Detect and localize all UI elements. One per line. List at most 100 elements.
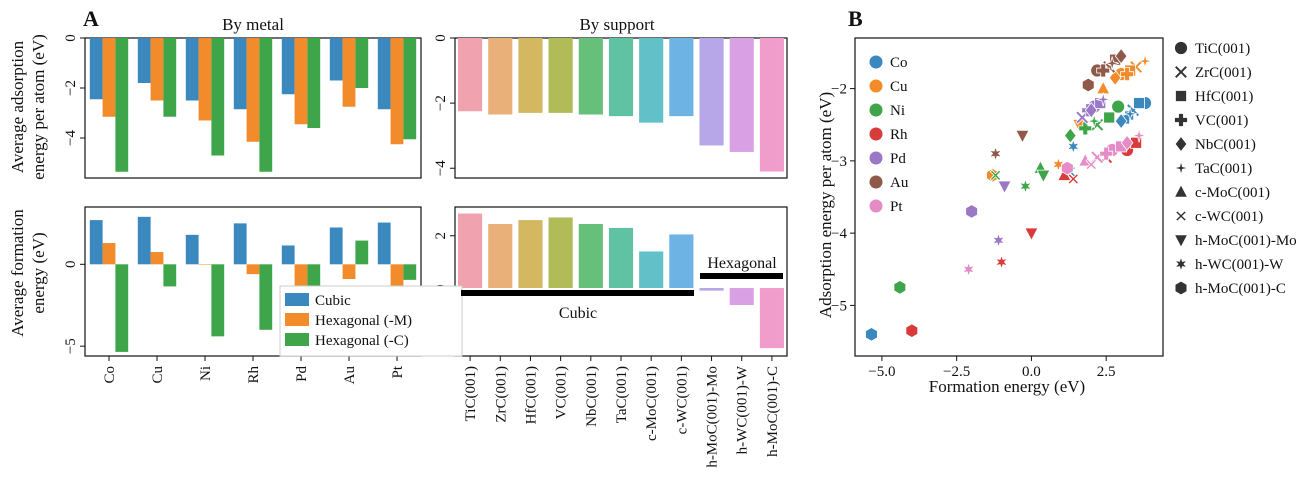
scatter-point [991,232,1006,249]
title-by-support: By support [579,15,654,34]
y-tick-label: 2 [433,232,449,240]
legend-swatch-hex-m [285,313,309,326]
scatter-point [1096,92,1111,107]
legend-label-cubic: Cubic [315,293,351,309]
x-tick-label: Ni [198,366,214,381]
bar [185,234,199,265]
scatter-point [1114,47,1128,65]
scatter-point [1120,67,1135,82]
legend-metal-label: Pt [890,199,903,215]
panel-label-a: A [83,6,99,31]
x-tick-label: HfC(001) [523,366,539,424]
chart-metal-adsorption: 0 −2 −4 [63,34,422,179]
bar [198,264,212,265]
legend-structure: Cubic Hexagonal (-M) Hexagonal (-C) [279,285,463,357]
bar [548,38,573,113]
legend-metal-marker [869,199,883,213]
bar [390,264,404,289]
legend-swatch-hex-c [285,333,309,346]
scatter-point [1036,169,1051,184]
bar [294,264,308,289]
legend-metal-marker [869,79,883,93]
axes-frame [854,37,1164,357]
legend-support-label: TiC(001) [1195,41,1250,57]
scatter-point [1138,54,1152,69]
scatter-point [1067,173,1080,185]
x-tick-label: 0.0 [1022,364,1041,380]
chart-support-adsorption: 0 −2 −4 [433,34,788,179]
chart-metal-formation: 0 −5 Co Cu Ni Rh Pd Au Pt [63,206,422,384]
legend-metal-marker [869,175,883,189]
x-tick-label: Rh [246,366,262,384]
y-tick-label: −2 [63,80,79,96]
scatter-point [1103,111,1116,124]
scatter-point [965,204,978,219]
annotation-hexagonal: Hexagonal [707,255,777,272]
bar [729,38,754,152]
legend-support-label: h-MoC(001)-C [1195,281,1286,297]
scatter-point [1084,102,1098,119]
scatter-point [1066,138,1081,155]
annotation-cubic: Cubic [559,305,597,322]
scatter-point [1087,114,1102,129]
scatter-point [988,145,1003,162]
bar [137,38,151,83]
chart-scatter: −5.0 −2.5 0.0 2.5 −2 −3 −4 −5 [831,37,1164,380]
chart-support-formation: 20−2TiC(001)ZrC(001)HfC(001)VC(001)NbC(0… [433,206,788,468]
bar [281,38,295,95]
scatter-point [1133,97,1146,109]
annotation-cubic-group: Cubic [461,290,694,322]
x-tick-label: Cu [150,366,166,384]
bar [281,245,295,265]
bar [233,38,247,110]
x-tick-label: TiC(001) [463,366,479,421]
bar [294,38,308,125]
scatter-point [961,261,976,278]
legend-structure-frame [279,285,463,357]
legend-support-marker [1174,135,1188,153]
bar [355,240,369,265]
y-tick-label: −3 [831,154,847,170]
legend-support-label: TaC(001) [1195,161,1252,177]
y-tick-label: 0 [63,261,79,269]
bar [89,220,103,265]
scatter-point [1105,56,1120,71]
x-tick-label: Pt [390,365,406,378]
title-by-metal: By metal [222,15,284,34]
scatter-point [1123,106,1138,121]
bar [759,38,784,172]
scatter-point [1096,80,1111,95]
bar [89,38,103,100]
scatter-point [1096,63,1111,78]
bar [518,38,543,113]
x-tick-label: ZrC(001) [493,366,509,423]
bar [329,38,343,81]
x-tick-label: h-MoC(001)-C [765,366,781,457]
legend-support-marker [1174,280,1188,296]
bar [233,223,247,265]
bar [458,38,483,112]
x-tick-label: Pd [294,366,310,382]
bar [163,38,177,117]
scatter-point [905,323,919,338]
bar [355,38,369,88]
scatter-point [994,253,1009,271]
bar [403,264,417,280]
bar [307,38,321,128]
legend-support-marker [1175,90,1187,102]
y-tick-label: −4 [63,130,79,146]
bar [458,213,483,289]
legend-support-label: VC(001) [1195,113,1248,129]
legend-support-marker [1175,210,1187,222]
legend-metal-marker [869,103,883,117]
legend-metal-marker [869,55,883,69]
annotation-hexagonal-group: Hexagonal [700,255,783,279]
legend-label-hex-c: Hexagonal (-C) [315,333,409,349]
legend-support-marker [1173,234,1189,249]
bar [163,264,177,287]
panel-label-b: B [848,6,863,31]
bar [342,264,356,280]
bar [403,38,417,140]
bar [198,38,212,121]
bar [759,288,784,349]
